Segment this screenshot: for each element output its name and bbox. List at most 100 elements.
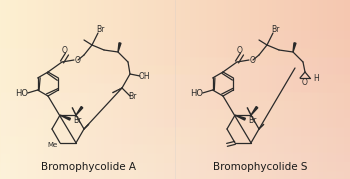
- Bar: [256, 0, 257, 179]
- Bar: [34, 0, 35, 179]
- Bar: [0, 174, 350, 175]
- Text: HO: HO: [190, 88, 203, 98]
- Bar: [81, 0, 82, 179]
- Bar: [251, 0, 252, 179]
- Bar: [161, 0, 162, 179]
- Bar: [0, 5, 350, 6]
- Bar: [0, 125, 350, 126]
- Bar: [200, 0, 201, 179]
- Bar: [0, 0, 350, 1]
- Bar: [338, 0, 339, 179]
- Bar: [0, 97, 350, 98]
- Bar: [277, 0, 278, 179]
- Bar: [346, 0, 347, 179]
- Bar: [6, 0, 7, 179]
- Bar: [0, 171, 350, 172]
- Bar: [0, 108, 350, 109]
- Bar: [0, 80, 350, 81]
- Bar: [201, 0, 202, 179]
- Bar: [218, 0, 219, 179]
- Bar: [0, 121, 350, 122]
- Bar: [103, 0, 104, 179]
- Bar: [0, 162, 350, 163]
- Bar: [105, 0, 106, 179]
- Bar: [241, 0, 242, 179]
- Bar: [0, 165, 350, 166]
- Bar: [184, 0, 185, 179]
- Bar: [47, 0, 48, 179]
- Bar: [0, 106, 350, 107]
- Bar: [244, 0, 245, 179]
- Bar: [344, 0, 345, 179]
- Bar: [110, 0, 111, 179]
- Bar: [0, 73, 350, 74]
- Text: O: O: [62, 45, 68, 54]
- Bar: [289, 0, 290, 179]
- Bar: [108, 0, 109, 179]
- Bar: [0, 89, 350, 90]
- Bar: [266, 0, 267, 179]
- Bar: [281, 0, 282, 179]
- Bar: [45, 0, 46, 179]
- Bar: [0, 142, 350, 143]
- Bar: [198, 0, 199, 179]
- Bar: [0, 85, 350, 86]
- Bar: [0, 49, 350, 50]
- Bar: [10, 0, 11, 179]
- Bar: [316, 0, 317, 179]
- Bar: [0, 84, 350, 85]
- Text: HO: HO: [15, 88, 28, 98]
- Bar: [0, 38, 350, 39]
- Text: Br: Br: [96, 25, 104, 33]
- Bar: [0, 138, 350, 139]
- Bar: [0, 9, 350, 10]
- Bar: [275, 0, 276, 179]
- Bar: [291, 0, 292, 179]
- Bar: [223, 0, 224, 179]
- Bar: [0, 122, 350, 123]
- Bar: [0, 1, 350, 2]
- Bar: [310, 0, 311, 179]
- Bar: [0, 75, 350, 76]
- Bar: [312, 0, 313, 179]
- Bar: [117, 0, 118, 179]
- Bar: [171, 0, 172, 179]
- Bar: [345, 0, 346, 179]
- Bar: [17, 0, 18, 179]
- Bar: [0, 131, 350, 132]
- Bar: [221, 0, 222, 179]
- Bar: [290, 0, 291, 179]
- Bar: [0, 116, 350, 117]
- Bar: [0, 130, 350, 131]
- Bar: [148, 0, 149, 179]
- Bar: [77, 0, 78, 179]
- Bar: [20, 0, 21, 179]
- Bar: [0, 166, 350, 167]
- Bar: [57, 0, 58, 179]
- Bar: [0, 127, 350, 128]
- Bar: [38, 0, 39, 179]
- Bar: [329, 0, 330, 179]
- Bar: [0, 50, 350, 51]
- Bar: [90, 0, 91, 179]
- Bar: [0, 8, 350, 9]
- Bar: [228, 0, 229, 179]
- Bar: [7, 0, 8, 179]
- Bar: [127, 0, 128, 179]
- Bar: [247, 0, 248, 179]
- Bar: [0, 156, 350, 157]
- Bar: [36, 0, 37, 179]
- Bar: [0, 7, 350, 8]
- Bar: [323, 0, 324, 179]
- Bar: [101, 0, 102, 179]
- Bar: [326, 0, 327, 179]
- Bar: [187, 0, 188, 179]
- Bar: [107, 0, 108, 179]
- Bar: [0, 31, 350, 32]
- Bar: [235, 0, 236, 179]
- Bar: [24, 0, 25, 179]
- Polygon shape: [235, 115, 245, 120]
- Bar: [0, 13, 350, 14]
- Bar: [0, 147, 350, 148]
- Bar: [11, 0, 12, 179]
